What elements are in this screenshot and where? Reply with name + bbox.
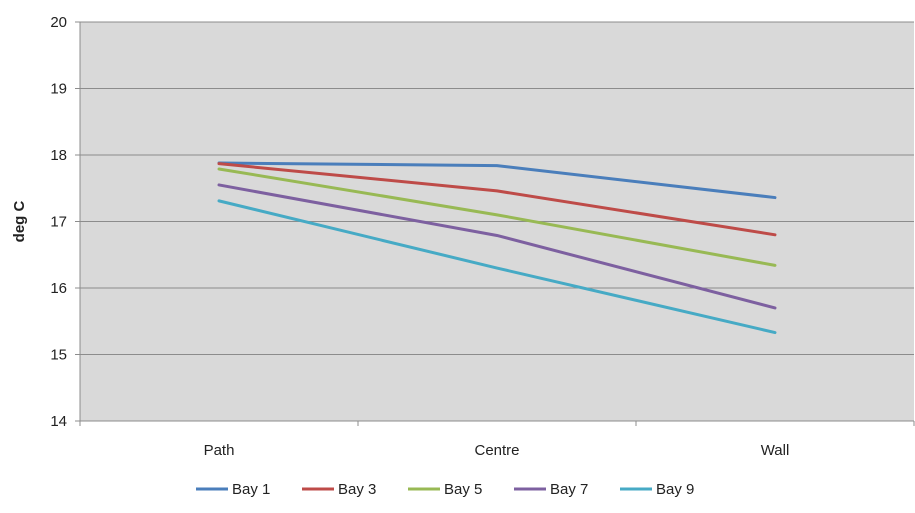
series-line-bay-7 [217,183,777,310]
legend-label: Bay 9 [656,481,694,498]
y-tick-label: 18 [50,147,67,164]
series-line-bay-9 [217,199,777,335]
x-tick-label: Centre [474,442,519,459]
series-line-bay-3 [217,162,777,237]
x-tick-labels: Path Centre Wall [204,442,790,459]
legend-label: Bay 7 [550,481,588,498]
y-tick-label: 15 [50,347,67,364]
legend-label: Bay 5 [444,481,482,498]
x-tick-label: Wall [761,442,790,459]
y-tick-label: 19 [50,81,67,98]
gridlines [80,21,914,355]
y-tick-label: 14 [50,413,67,430]
y-tick-label: 20 [50,14,67,31]
y-axis-title: deg C [11,201,28,243]
axes [75,21,915,426]
legend-label: Bay 3 [338,481,376,498]
y-tick-label: 17 [50,214,67,231]
y-tick-label: 16 [50,280,67,297]
series-line-bay-5 [217,167,777,267]
series-line-bay-1 [217,161,777,200]
x-tick-label: Path [204,442,235,459]
legend: Bay 1 Bay 3 Bay 5 Bay 7 Bay 9 [196,481,694,498]
y-tick-labels: 14 15 16 17 18 19 20 [50,14,67,430]
legend-label: Bay 1 [232,481,270,498]
series-lines [217,161,777,335]
